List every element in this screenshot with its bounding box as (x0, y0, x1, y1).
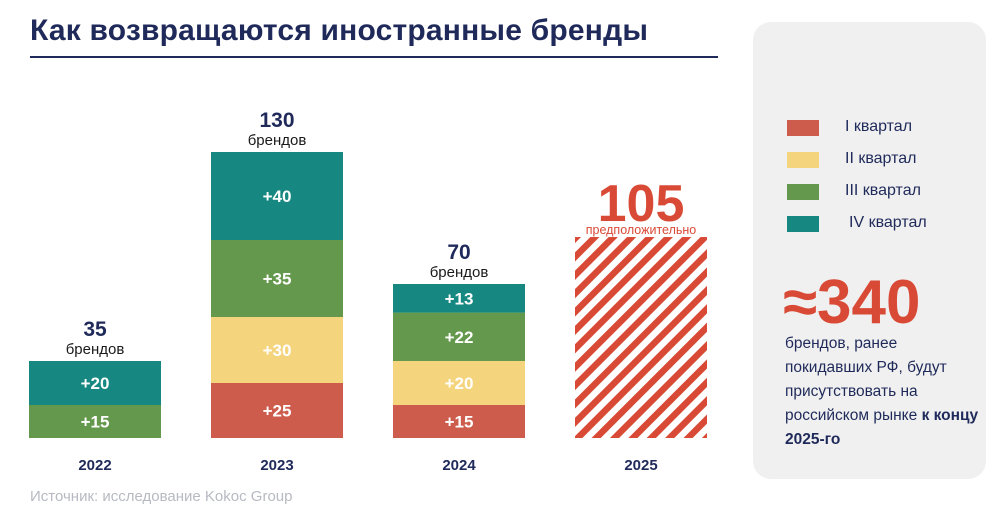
total-value-2023: 130 (259, 109, 294, 132)
total-label-2022: брендов (66, 341, 125, 358)
bar-segment-2024-q1 (393, 405, 525, 438)
total-brands-estimate: ≈340 (783, 268, 921, 337)
bar-segment-2023-q3 (211, 240, 343, 317)
source-note: Источник: исследование Kokoc Group (30, 488, 293, 505)
segment-label-2023-q1: +25 (263, 402, 292, 421)
total-value-2022: 35 (83, 318, 107, 341)
x-tick-2024: 2024 (442, 457, 476, 474)
legend-label-q4: IV квартал (849, 214, 927, 231)
stacked-bar-chart: +15+20+25+30+35+40+15+20+22+13 35брендов… (29, 109, 707, 474)
forecast-bar-2025 (575, 237, 707, 438)
summary-panel: I квартал II квартал III квартал IV квар… (753, 22, 986, 479)
total-label-2023: брендов (248, 132, 307, 149)
bar-segment-2022-q3 (29, 405, 161, 438)
segment-label-2023-q4: +40 (263, 187, 292, 206)
bar-segment-2023-q4 (211, 152, 343, 240)
segment-label-2023-q3: +35 (263, 270, 292, 289)
segment-label-2024-q3: +22 (445, 328, 474, 347)
segment-label-2023-q2: +30 (263, 341, 292, 360)
segment-label-2024-q1: +15 (445, 413, 474, 432)
bar-segment-2023-q2 (211, 317, 343, 383)
legend-label-q1: I квартал (845, 118, 913, 135)
legend-swatch-q1 (787, 120, 819, 136)
total-label-2025: предположительно (586, 223, 697, 237)
bar-segment-2022-q4 (29, 361, 161, 405)
legend-swatch-q2 (787, 152, 819, 168)
total-label-2024: брендов (430, 264, 489, 281)
bar-segment-2024-q3 (393, 312, 525, 361)
segment-label-2024-q4: +13 (445, 289, 474, 308)
summary-description: брендов, ранее покидавших РФ, будут прис… (785, 332, 980, 452)
x-tick-2025: 2025 (624, 457, 657, 474)
legend-swatch-q4 (787, 216, 819, 232)
segment-label-2022-q3: +15 (81, 413, 110, 432)
summary-text: брендов, ранее покидавших РФ, будут прис… (785, 335, 947, 424)
total-value-2025: 105 (598, 175, 685, 233)
bar-segment-2024-q2 (393, 361, 525, 405)
x-tick-2023: 2023 (260, 457, 293, 474)
total-value-2024: 70 (447, 241, 470, 264)
page-title: Как возвращаются иностранные бренды (30, 14, 649, 47)
legend-swatch-q3 (787, 184, 819, 200)
x-tick-2022: 2022 (78, 457, 111, 474)
legend-label-q2: II квартал (845, 150, 917, 167)
segment-label-2024-q2: +20 (445, 374, 474, 393)
bar-segment-2024-q4 (393, 284, 525, 313)
title-underline (30, 56, 718, 58)
summary-text-bold: к концу 2025-го (785, 407, 979, 448)
bar-segment-2023-q1 (211, 383, 343, 438)
segment-label-2022-q4: +20 (81, 374, 110, 393)
legend-label-q3: III квартал (845, 182, 921, 199)
